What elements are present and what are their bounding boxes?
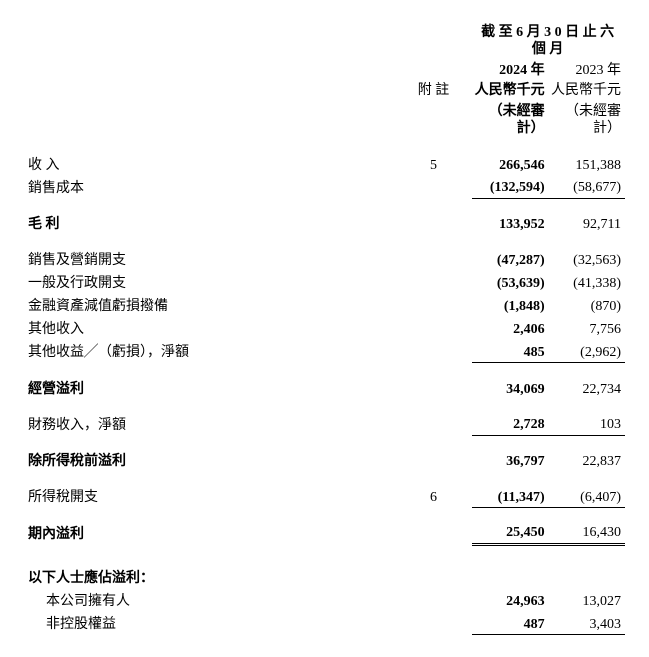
row-pbt-label: 除所得稅前溢利 (24, 449, 395, 472)
row-selling-note (395, 248, 473, 271)
row-nci-v23: 3,403 (549, 612, 625, 635)
row-owners-note (395, 589, 473, 612)
row-opprofit-v23: 22,734 (549, 376, 625, 399)
row-othergain-v24: 485 (472, 340, 548, 363)
row-pbt-note (395, 449, 473, 472)
row-othergain-note (395, 340, 473, 363)
row-gross-label: 毛 利 (24, 212, 395, 235)
row-otherinc-v23: 7,756 (549, 317, 625, 340)
row-selling-v24: (47,287) (472, 248, 548, 271)
row-othergain-label: 其他收益╱（虧損），淨額 (24, 340, 395, 363)
row-finance-label: 財務收入，淨額 (24, 412, 395, 435)
col-2023-currency: 人民幣千元 (549, 81, 625, 102)
row-owners-v24: 24,963 (472, 589, 548, 612)
row-revenue-note: 5 (395, 152, 473, 175)
row-finance-note (395, 412, 473, 435)
row-cogs-v24: (132,594) (472, 175, 548, 198)
period-title: 截 至 6 月 3 0 日 止 六 個 月 (472, 22, 625, 60)
row-gross-v24: 133,952 (472, 212, 548, 235)
row-adminexp-v24: (53,639) (472, 271, 548, 294)
row-otherinc-note (395, 317, 473, 340)
row-finance-v23: 103 (549, 412, 625, 435)
row-cogs-v23: (58,677) (549, 175, 625, 198)
col-2024-audit: （未經審計） (472, 101, 548, 139)
row-pbt-v24: 36,797 (472, 449, 548, 472)
row-netprofit-label: 期內溢利 (24, 521, 395, 544)
row-attr-header: 以下人士應佔溢利： (24, 566, 625, 589)
row-impair-v23: (870) (549, 294, 625, 317)
row-gross-note (395, 212, 473, 235)
row-netprofit-note (395, 521, 473, 544)
row-netprofit-v23: 16,430 (549, 521, 625, 544)
col-2023-audit: （未經審計） (549, 101, 625, 139)
row-finance-v24: 2,728 (472, 412, 548, 435)
row-tax-v24: (11,347) (472, 485, 548, 508)
col-2024-currency: 人民幣千元 (472, 81, 548, 102)
row-othergain-v23: (2,962) (549, 340, 625, 363)
row-cogs-label: 銷售成本 (24, 175, 395, 198)
row-impair-note (395, 294, 473, 317)
row-impair-label: 金融資產減值虧損撥備 (24, 294, 395, 317)
income-statement-table: 截 至 6 月 3 0 日 止 六 個 月 2024 年 2023 年 附 註 … (24, 22, 625, 635)
row-owners-v23: 13,027 (549, 589, 625, 612)
row-tax-v23: (6,407) (549, 485, 625, 508)
row-revenue-v24: 266,546 (472, 152, 548, 175)
row-nci-note (395, 612, 473, 635)
row-netprofit-v24: 25,450 (472, 521, 548, 544)
row-nci-label: 非控股權益 (24, 612, 395, 635)
row-opprofit-label: 經營溢利 (24, 376, 395, 399)
row-adminexp-note (395, 271, 473, 294)
row-adminexp-v23: (41,338) (549, 271, 625, 294)
row-otherinc-v24: 2,406 (472, 317, 548, 340)
row-revenue-v23: 151,388 (549, 152, 625, 175)
row-nci-v24: 487 (472, 612, 548, 635)
col-2023-year: 2023 年 (549, 60, 625, 81)
row-opprofit-v24: 34,069 (472, 376, 548, 399)
row-selling-v23: (32,563) (549, 248, 625, 271)
row-adminexp-label: 一般及行政開支 (24, 271, 395, 294)
row-impair-v24: (1,848) (472, 294, 548, 317)
row-owners-label: 本公司擁有人 (24, 589, 395, 612)
row-tax-note: 6 (395, 485, 473, 508)
row-pbt-v23: 22,837 (549, 449, 625, 472)
row-gross-v23: 92,711 (549, 212, 625, 235)
row-revenue-label: 收 入 (24, 152, 395, 175)
col-2024-year: 2024 年 (472, 60, 548, 81)
row-tax-label: 所得稅開支 (24, 485, 395, 508)
row-otherinc-label: 其他收入 (24, 317, 395, 340)
row-opprofit-note (395, 376, 473, 399)
row-selling-label: 銷售及營銷開支 (24, 248, 395, 271)
row-cogs-note (395, 175, 473, 198)
note-header: 附 註 (395, 81, 473, 102)
